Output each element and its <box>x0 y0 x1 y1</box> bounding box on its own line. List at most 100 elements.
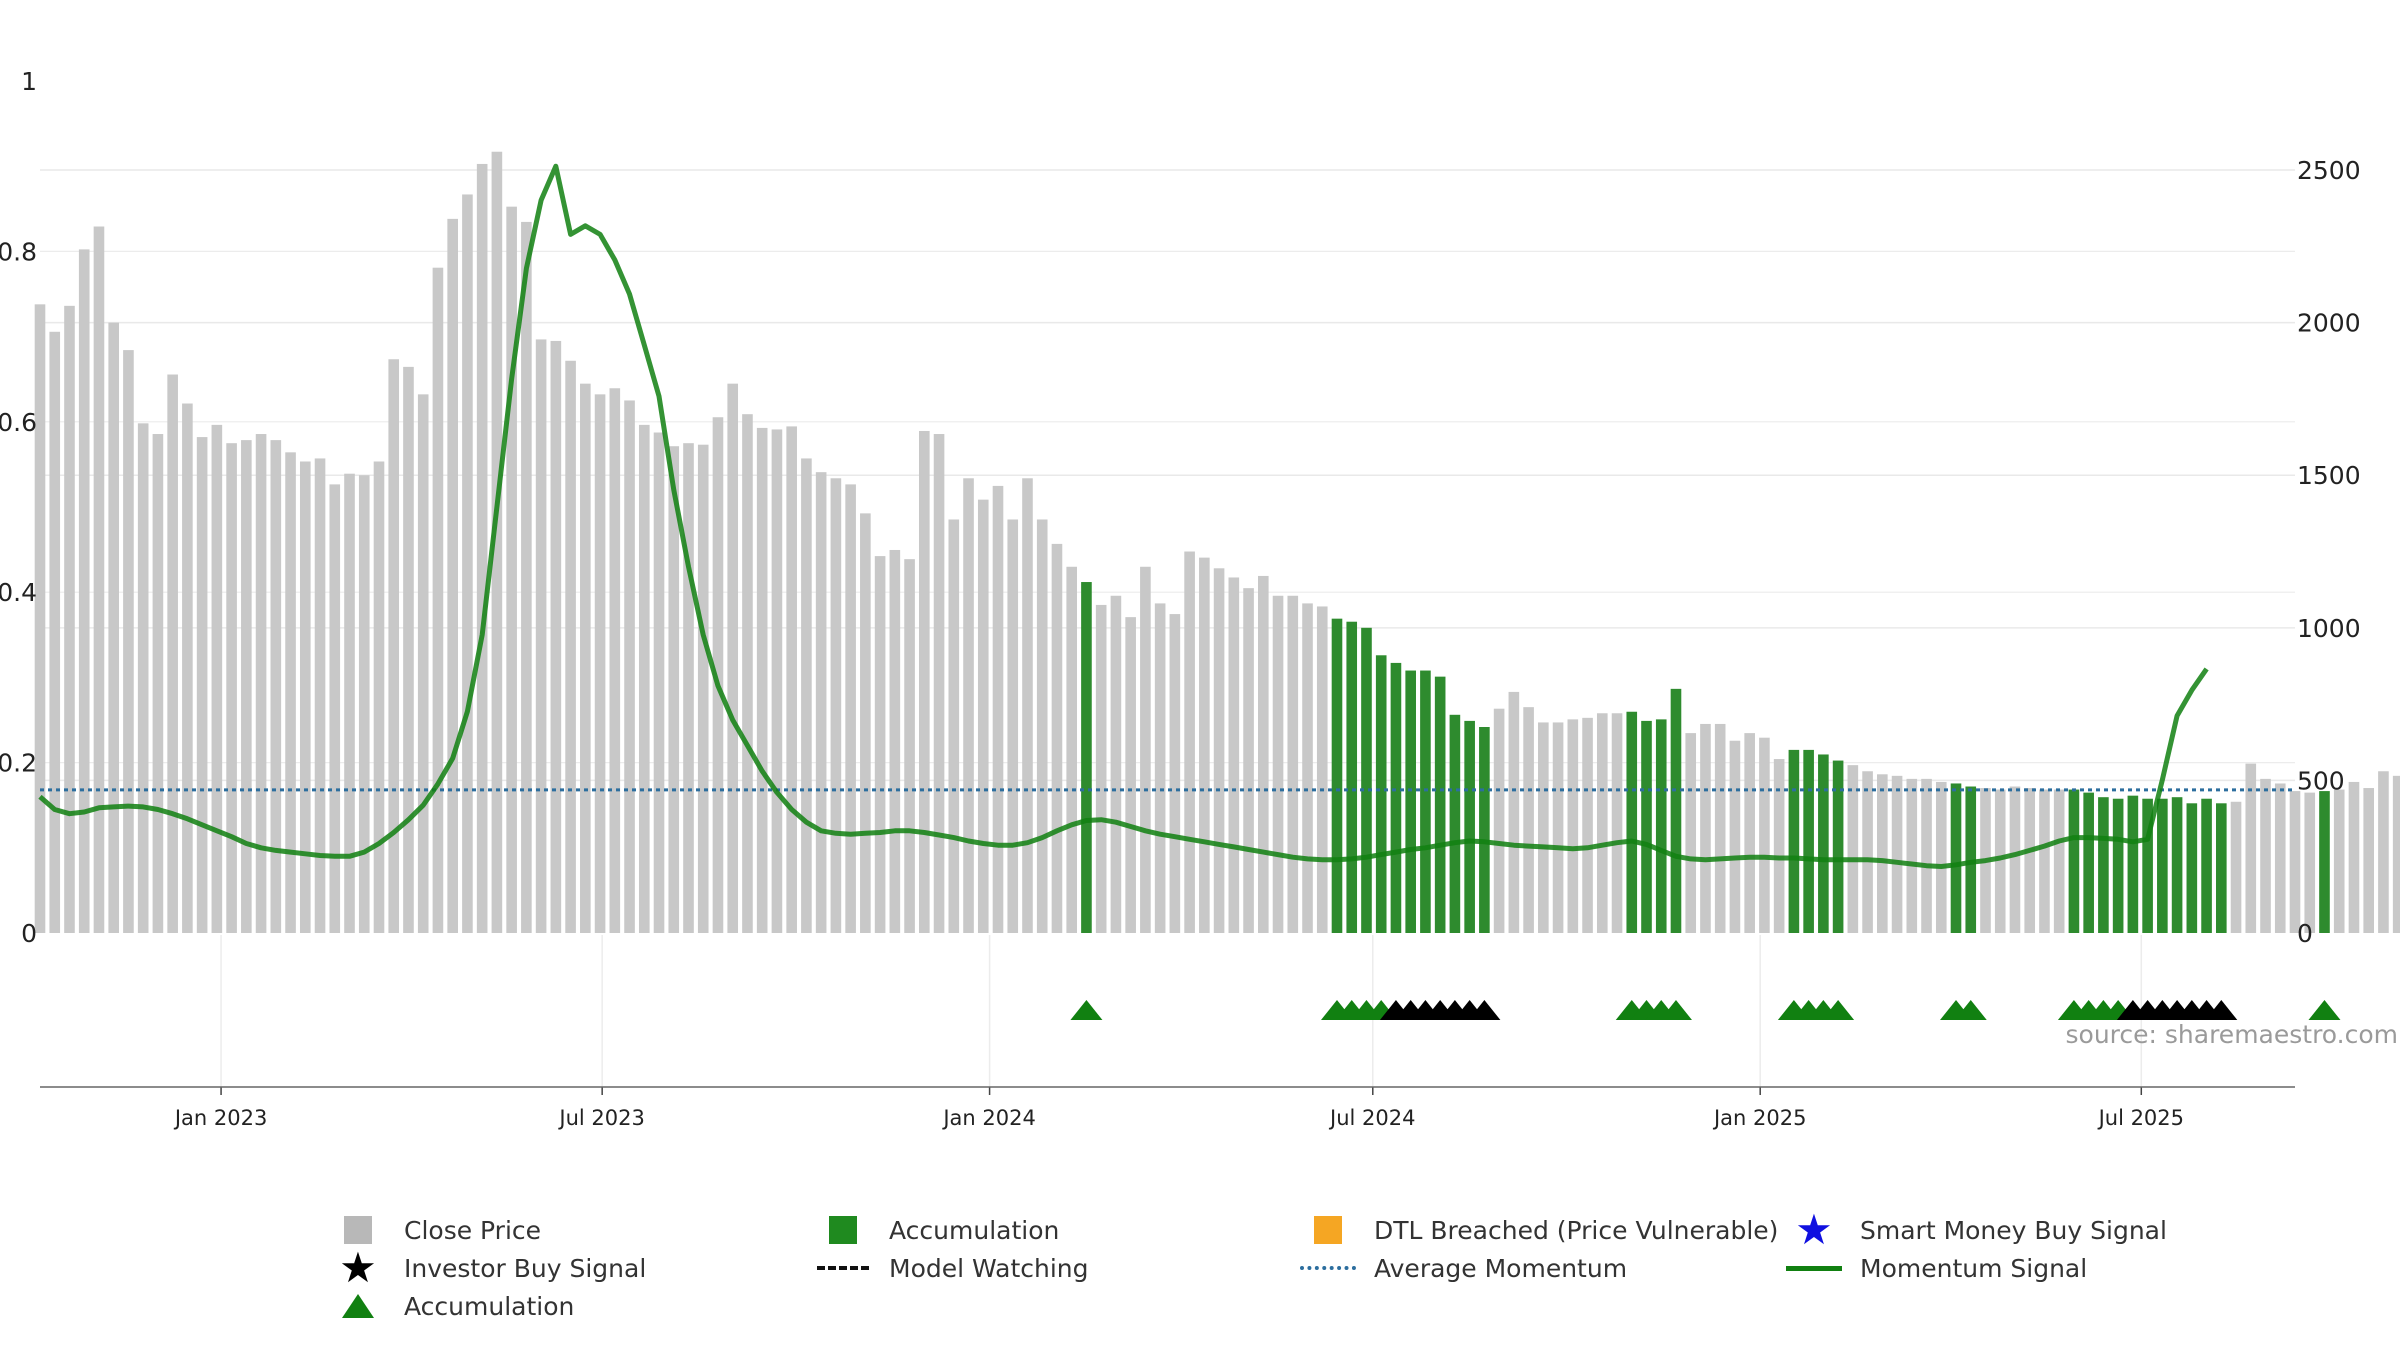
legend-item-accumulation-bar[interactable]: Accumulation <box>815 1212 1059 1248</box>
close-price-bar <box>2274 783 2286 933</box>
close-price-bar <box>815 472 827 933</box>
dotted-line-icon <box>1300 1250 1356 1286</box>
close-price-bar <box>933 434 945 933</box>
accumulation-bar <box>1331 618 1343 933</box>
close-price-bar <box>1567 719 1579 933</box>
close-price-bar <box>756 427 768 933</box>
close-price-bar <box>904 559 915 933</box>
x-tick-label: Jan 2024 <box>941 1106 1036 1130</box>
right-tick-label: 2500 <box>2297 156 2361 185</box>
close-price-bar <box>491 151 503 933</box>
legend-label: Smart Money Buy Signal <box>1860 1215 2167 1245</box>
close-price-bar <box>285 452 296 933</box>
accumulation-bar <box>1670 688 1682 933</box>
close-price-bar <box>34 304 46 934</box>
lines-layer <box>38 163 2295 869</box>
left-tick-label: 0.6 <box>0 408 37 437</box>
left-tick-label: 1 <box>21 67 37 96</box>
accumulation-bar <box>1950 783 1962 933</box>
close-price-bar <box>2378 771 2389 933</box>
legend-item-momentum-signal[interactable]: Momentum Signal <box>1786 1250 2087 1286</box>
legend-item-model-watching[interactable]: Model Watching <box>815 1250 1089 1286</box>
accumulation-bar <box>1375 655 1387 933</box>
close-price-bar <box>2009 786 2021 933</box>
close-price-bar <box>1036 519 1048 933</box>
legend-label: Model Watching <box>889 1253 1089 1283</box>
accumulation-bar <box>2142 798 2153 933</box>
x-tick-label: Jan 2025 <box>1712 1106 1807 1130</box>
close-price-bar <box>2260 778 2271 933</box>
close-price-bar <box>594 394 606 933</box>
close-price-bar <box>388 359 400 934</box>
right-tick-label: 1000 <box>2297 614 2361 643</box>
close-price-bar <box>447 218 458 933</box>
close-price-bar <box>653 432 665 933</box>
legend-label: Average Momentum <box>1374 1253 1628 1283</box>
legend-label: Accumulation <box>889 1215 1060 1245</box>
legend-item-accumulation-triangle[interactable]: Accumulation <box>330 1288 574 1324</box>
close-price-bar <box>1582 717 1593 933</box>
close-price-bar <box>2053 789 2065 933</box>
accumulation-bar <box>2127 795 2139 933</box>
close-price-bar <box>137 423 149 933</box>
close-price-bar <box>1316 606 1328 933</box>
close-price-bar <box>462 194 473 934</box>
close-price-bar <box>432 267 444 933</box>
legend-item-dtl-breached[interactable]: DTL Breached (Price Vulnerable) <box>1300 1212 1778 1248</box>
close-price-bar <box>2039 789 2050 933</box>
x-tick-label: Jul 2025 <box>2097 1106 2184 1130</box>
accumulation-triangle-marker <box>1954 1000 1987 1020</box>
left-tick-label: 0.2 <box>0 749 37 778</box>
x-tick-label: Jul 2024 <box>1328 1106 1415 1130</box>
close-price-bar <box>196 437 208 933</box>
close-price-bar <box>182 403 193 934</box>
axes-layer: 0 500 1000 1500 2000 2500 0 0.2 0.4 0.6 0.8 1 Jan 20… <box>0 67 2361 1130</box>
accumulation-bar <box>1361 627 1372 933</box>
close-price-bar <box>1877 774 1888 933</box>
close-price-bar <box>786 426 797 933</box>
accumulation-triangle-marker <box>1822 1000 1855 1020</box>
close-price-bar <box>2363 788 2374 933</box>
close-price-bar <box>241 440 252 933</box>
close-price-bar <box>1847 765 1859 933</box>
close-price-bar <box>1552 722 1564 933</box>
dashed-line-icon <box>815 1250 871 1286</box>
solid-line-icon <box>1786 1250 1842 1286</box>
close-price-bar <box>2024 788 2036 933</box>
legend-label: Close Price <box>404 1215 542 1245</box>
grey-square-icon <box>330 1212 386 1248</box>
close-price-bar <box>2289 791 2301 933</box>
close-price-bar <box>874 556 886 933</box>
close-price-bar <box>830 478 842 933</box>
close-price-bar <box>1729 740 1741 933</box>
legend-item-close-price[interactable]: Close Price <box>330 1212 541 1248</box>
legend-label: Accumulation <box>404 1291 575 1321</box>
legend-item-investor-buy[interactable]: ★ Investor Buy Signal <box>330 1247 647 1289</box>
close-price-bar <box>1184 551 1195 933</box>
close-price-bar <box>167 374 178 933</box>
legend-item-average-momentum[interactable]: Average Momentum <box>1300 1250 1627 1286</box>
close-price-bar <box>78 249 90 933</box>
close-price-bar <box>403 366 414 933</box>
close-price-bar <box>270 440 282 933</box>
accumulation-bar <box>1449 714 1461 933</box>
legend: Close Price Accumulation DTL Breached (P… <box>330 1209 2230 1332</box>
close-price-bar <box>344 473 355 933</box>
investor-buy-marker <box>2205 1000 2238 1020</box>
accumulation-bar <box>2068 789 2080 933</box>
accumulation-bar <box>1626 711 1638 933</box>
close-price-bar <box>742 414 753 933</box>
close-price-bar <box>226 443 237 933</box>
accumulation-bar <box>1803 749 1814 933</box>
close-price-bar <box>1685 733 1697 933</box>
close-price-bar <box>580 383 591 934</box>
accumulation-bar <box>2201 798 2212 933</box>
close-price-bar <box>1110 595 1122 933</box>
close-price-bar <box>727 383 739 934</box>
close-price-bar <box>565 360 576 933</box>
close-price-bar <box>1302 603 1313 933</box>
close-price-bar <box>1199 557 1210 933</box>
legend-item-smart-money[interactable]: ★ Smart Money Buy Signal <box>1786 1209 2167 1251</box>
legend-label: Investor Buy Signal <box>404 1253 647 1283</box>
